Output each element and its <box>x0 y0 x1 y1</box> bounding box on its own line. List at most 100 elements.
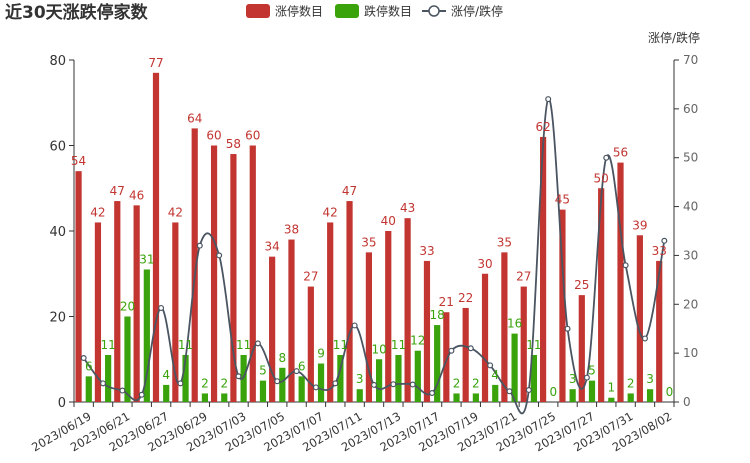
legend-item-ratio[interactable]: 涨停/跌停 <box>422 4 503 19</box>
ratio-point[interactable] <box>545 96 552 103</box>
legend[interactable]: 涨停数目 跌停数目 涨停/跌停 <box>246 4 503 19</box>
bar-down[interactable] <box>201 393 209 402</box>
bar-down[interactable] <box>395 354 402 402</box>
ratio-point[interactable] <box>138 391 145 398</box>
bar-down[interactable] <box>124 316 131 403</box>
bar-down[interactable] <box>356 389 363 402</box>
ratio-point[interactable] <box>506 388 513 395</box>
bar-down[interactable] <box>472 393 479 402</box>
bar-up[interactable] <box>598 188 605 402</box>
bar-down[interactable] <box>511 333 518 402</box>
bar-up[interactable] <box>288 239 295 402</box>
ratio-point[interactable] <box>641 335 648 342</box>
ratio-point[interactable] <box>254 340 261 347</box>
legend-label-ratio: 涨停/跌停 <box>451 4 503 19</box>
bar-down[interactable] <box>105 354 112 402</box>
ratio-point[interactable] <box>235 373 242 380</box>
bar-up[interactable] <box>617 162 624 402</box>
ratio-point[interactable] <box>80 355 87 362</box>
ratio-point[interactable] <box>525 387 532 394</box>
ratio-point[interactable] <box>332 380 339 387</box>
bar-up[interactable] <box>539 136 547 402</box>
bar-up[interactable] <box>559 209 566 402</box>
ratio-point[interactable] <box>100 380 107 387</box>
bar-down[interactable] <box>279 367 286 402</box>
bar-down[interactable] <box>376 359 383 402</box>
bar-up[interactable] <box>501 252 508 402</box>
bar-up[interactable] <box>75 171 82 402</box>
bar-down[interactable] <box>163 384 170 402</box>
legend-label-down: 跌停数目 <box>364 4 412 19</box>
bar-up[interactable] <box>249 145 256 403</box>
ratio-point[interactable] <box>622 262 629 269</box>
bar-down[interactable] <box>221 393 228 402</box>
bar-down-label: 6 <box>298 359 306 373</box>
ratio-point[interactable] <box>390 381 397 388</box>
bar-down[interactable] <box>453 393 460 402</box>
bar-down-label: 31 <box>139 252 154 266</box>
bar-up[interactable] <box>385 231 392 402</box>
bar-down[interactable] <box>646 389 654 402</box>
bar-down-label: 9 <box>317 347 325 361</box>
bar-down[interactable] <box>414 350 421 402</box>
bar-up[interactable] <box>443 312 450 402</box>
ratio-point[interactable] <box>409 381 416 388</box>
bar-up[interactable] <box>423 260 431 402</box>
ratio-point[interactable] <box>429 390 436 397</box>
bar-up[interactable] <box>462 307 469 402</box>
ratio-point[interactable] <box>371 381 378 388</box>
ratio-point[interactable] <box>603 154 610 161</box>
bar-up[interactable] <box>94 222 102 402</box>
bar-up[interactable] <box>230 154 237 402</box>
bar-up[interactable] <box>210 145 218 403</box>
ratio-point[interactable] <box>177 380 184 387</box>
ratio-point[interactable] <box>351 322 358 329</box>
bar-up[interactable] <box>152 72 160 402</box>
bar-up-label: 47 <box>342 184 357 198</box>
bar-up[interactable] <box>307 286 314 402</box>
bar-up[interactable] <box>114 201 121 402</box>
bar-up[interactable] <box>636 235 643 402</box>
legend-item-up[interactable]: 涨停数目 <box>246 4 323 19</box>
bar-down[interactable] <box>434 325 441 402</box>
bar-down[interactable] <box>608 397 615 402</box>
bar-down[interactable] <box>259 380 267 402</box>
bar-up[interactable] <box>656 260 663 402</box>
ratio-point[interactable] <box>216 252 223 259</box>
ratio-point[interactable] <box>312 384 319 391</box>
ratio-point[interactable] <box>487 362 494 369</box>
bar-up[interactable] <box>365 252 372 402</box>
ratio-point[interactable] <box>661 237 668 244</box>
bar-up[interactable] <box>404 218 411 402</box>
bar-up[interactable] <box>269 256 276 402</box>
bar-down[interactable] <box>337 354 344 402</box>
bar-down[interactable] <box>627 393 634 402</box>
bar-down[interactable] <box>569 389 576 402</box>
bar-up[interactable] <box>520 286 527 402</box>
legend-item-down[interactable]: 跌停数目 <box>335 4 412 19</box>
bar-up[interactable] <box>133 205 140 402</box>
bar-up[interactable] <box>578 295 585 402</box>
ratio-point[interactable] <box>448 347 455 354</box>
bar-down[interactable] <box>143 269 150 402</box>
bar-down[interactable] <box>317 363 325 402</box>
ratio-point[interactable] <box>564 325 571 332</box>
bar-down[interactable] <box>298 376 305 402</box>
bar-down[interactable] <box>530 354 538 402</box>
bar-up[interactable] <box>481 273 489 402</box>
bar-down[interactable] <box>588 380 596 402</box>
ratio-point[interactable] <box>196 242 203 249</box>
bar-up[interactable] <box>346 201 353 402</box>
bar-up[interactable] <box>327 222 334 402</box>
bar-up[interactable] <box>172 222 179 402</box>
ratio-point[interactable] <box>467 345 474 352</box>
bar-down[interactable] <box>85 376 92 402</box>
ratio-point[interactable] <box>293 368 300 375</box>
ratio-point[interactable] <box>158 304 165 311</box>
ratio-point[interactable] <box>274 378 281 385</box>
bar-down[interactable] <box>182 354 189 402</box>
ratio-point[interactable] <box>583 374 590 381</box>
bar-down[interactable] <box>492 384 499 402</box>
bar-up[interactable] <box>191 128 198 402</box>
ratio-point[interactable] <box>119 387 126 394</box>
